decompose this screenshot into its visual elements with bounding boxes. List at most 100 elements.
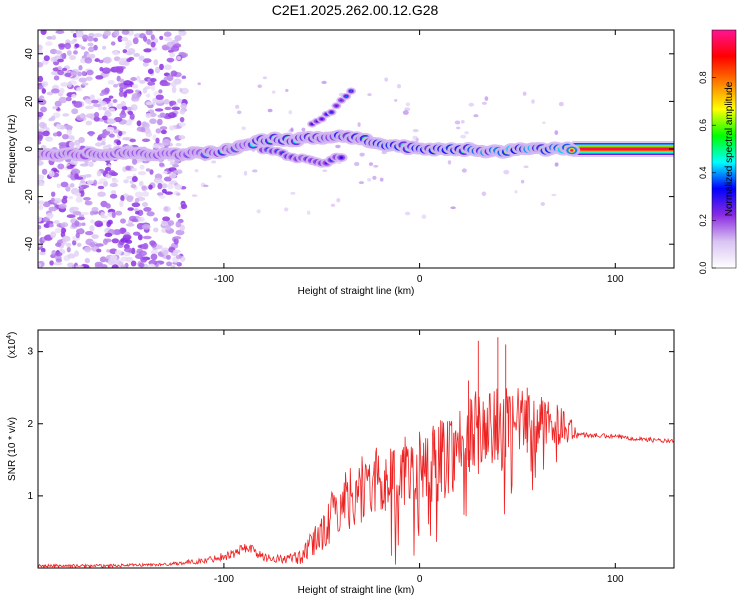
noise-blob (159, 63, 164, 71)
noise-blob (131, 218, 139, 223)
snr-frame (37, 329, 675, 569)
noise-blob (149, 240, 156, 246)
noise-blob (164, 37, 173, 42)
snr-y-tick-label: 3 (27, 347, 33, 358)
noise-blob (131, 176, 138, 183)
noise-blob (150, 84, 156, 91)
noise-blob (117, 35, 123, 43)
noise-blob (503, 169, 510, 175)
noise-blob (102, 45, 107, 50)
noise-blob (460, 120, 465, 124)
noise-blob (461, 168, 467, 173)
noise-blob (149, 118, 157, 125)
noise-blob (79, 112, 86, 119)
noise-blob (50, 191, 56, 197)
noise-blob (71, 108, 79, 115)
noise-blob (104, 232, 113, 238)
colorbar: 0.0 0.2 0.4 0.6 0.8 Normalized spectral ampl… (698, 29, 737, 274)
noise-blob (148, 184, 153, 190)
snr-series-line (38, 388, 674, 568)
noise-blob (103, 30, 112, 37)
noise-blob (359, 152, 365, 157)
noise-blob (52, 132, 58, 137)
noise-blob (128, 56, 135, 61)
noise-blob (158, 89, 163, 94)
trace-blob (350, 90, 353, 92)
noise-blob (125, 89, 134, 94)
noise-blob (126, 175, 134, 180)
noise-blob (100, 211, 105, 219)
noise-blob (130, 76, 137, 82)
noise-blob (97, 185, 105, 190)
noise-blob (108, 95, 114, 99)
noise-blob (99, 256, 107, 263)
noise-blob (118, 91, 124, 97)
noise-blob (454, 120, 461, 125)
noise-blob (108, 107, 116, 113)
noise-blob (178, 135, 186, 140)
noise-blob (143, 206, 152, 212)
noise-blob (57, 163, 65, 170)
noise-blob (60, 181, 69, 188)
noise-blob (335, 144, 341, 149)
noise-blob (175, 142, 182, 147)
noise-blob (234, 104, 240, 109)
noise-blob (89, 225, 95, 232)
noise-blob (125, 39, 132, 47)
noise-blob (113, 116, 123, 123)
noise-blob (121, 36, 129, 42)
noise-blob (150, 78, 157, 83)
noise-blob (156, 192, 164, 196)
noise-blob (160, 129, 167, 135)
noise-blob (55, 50, 62, 55)
noise-blob (64, 125, 73, 130)
noise-blob (120, 218, 126, 224)
noise-blob (93, 116, 100, 122)
noise-blob (46, 212, 54, 219)
noise-blob (176, 213, 181, 219)
noise-blob (171, 86, 177, 94)
noise-blob (136, 120, 142, 127)
noise-blob (75, 264, 84, 268)
noise-blob (93, 33, 103, 38)
spectrogram-main-trace (38, 129, 581, 162)
noise-blob (61, 197, 68, 204)
noise-blob (62, 235, 71, 242)
noise-blob (75, 192, 82, 197)
noise-blob (162, 249, 169, 256)
noise-blob (256, 209, 261, 214)
noise-blob (163, 31, 172, 37)
spectrogram-rising-branch (307, 87, 357, 128)
colorbar-tick-label: 0.6 (698, 119, 708, 132)
noise-blob (89, 94, 95, 100)
noise-blob (166, 41, 175, 48)
noise-blob (38, 75, 44, 83)
noise-blob (321, 80, 327, 85)
noise-blob (145, 168, 151, 172)
noise-blob (217, 174, 222, 178)
noise-blob (121, 105, 128, 111)
noise-blob (306, 210, 311, 215)
noise-blob (150, 249, 159, 255)
noise-blob (166, 57, 175, 63)
noise-blob (102, 238, 109, 245)
noise-blob (141, 138, 151, 143)
noise-blob (112, 229, 122, 236)
colorbar-tick-label: 0.2 (698, 214, 708, 227)
noise-blob (123, 247, 133, 253)
noise-blob (53, 220, 60, 224)
noise-blob (133, 53, 140, 57)
noise-blob (141, 185, 147, 192)
spectrogram-panel: -100 0 100 -40 -20 0 20 40 Height of straight l… (7, 29, 675, 297)
noise-blob (140, 127, 146, 133)
spectrogram-y-axis-label: Frequency (Hz) (7, 115, 18, 184)
noise-blob (92, 103, 101, 108)
noise-blob (520, 179, 525, 184)
noise-blob (138, 250, 147, 257)
noise-blob (147, 81, 156, 86)
noise-blob (155, 137, 160, 144)
snr-y-tick-label: 1 (27, 491, 33, 502)
noise-blob (38, 140, 42, 145)
noise-blob (133, 208, 139, 212)
noise-blob (290, 127, 294, 132)
